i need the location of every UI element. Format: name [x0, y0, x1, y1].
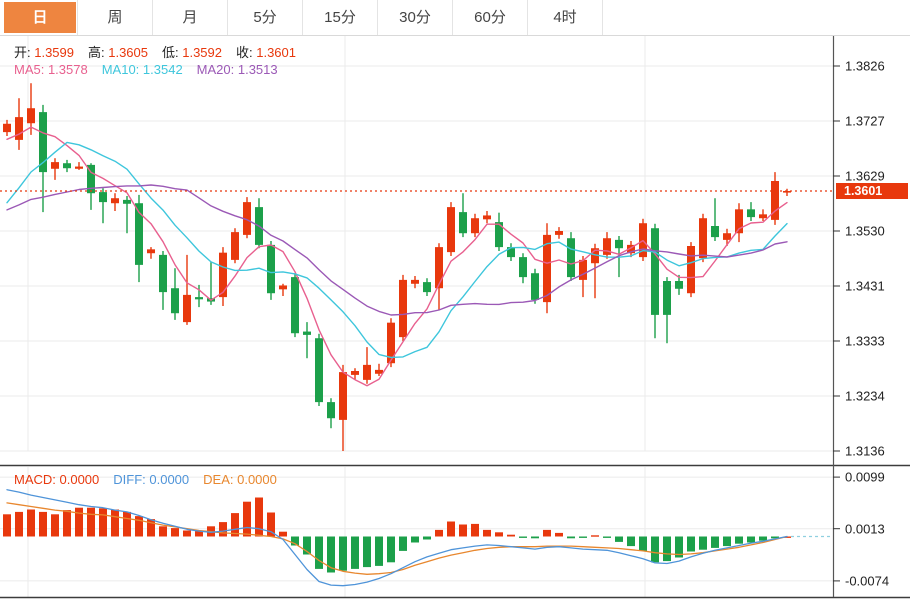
dea-value-legend: DEA: 0.0000	[203, 472, 277, 487]
price-axis-label: 1.3826	[845, 58, 885, 74]
macd-axis-label: 0.0013	[845, 521, 885, 537]
tab-4hour[interactable]: 4时	[528, 0, 603, 35]
tab-week[interactable]: 周	[78, 0, 153, 35]
ma5-legend: MA5: 1.3578	[14, 62, 88, 77]
tab-day[interactable]: 日	[3, 0, 78, 35]
macd-legend: MACD: 0.0000 DIFF: 0.0000 DEA: 0.0000	[14, 472, 291, 487]
tab-label: 4时	[553, 9, 577, 26]
tab-label: 5分	[253, 9, 277, 26]
macd-axis-label: -0.0074	[845, 573, 890, 589]
ohlc-close: 收: 1.3601	[236, 45, 296, 60]
price-axis-label: 1.3431	[845, 278, 885, 294]
ma10-legend: MA10: 1.3542	[101, 62, 183, 77]
tab-15min[interactable]: 15分	[303, 0, 378, 35]
ma-legend: MA5: 1.3578 MA10: 1.3542 MA20: 1.3513	[14, 62, 292, 77]
tab-label: 60分	[474, 9, 506, 26]
tab-label: 周	[107, 9, 123, 26]
price-axis-label: 1.3629	[845, 168, 885, 184]
current-price-value: 1.3601	[844, 184, 883, 198]
ohlc-open: 开: 1.3599	[14, 45, 74, 60]
price-axis-label: 1.3136	[845, 443, 885, 459]
diff-value-legend: DIFF: 0.0000	[113, 472, 190, 487]
tab-60min[interactable]: 60分	[453, 0, 528, 35]
current-price-tag: 1.3601	[836, 183, 908, 199]
ohlc-low: 低: 1.3592	[162, 45, 222, 60]
price-axis-label: 1.3530	[845, 223, 885, 239]
tab-30min[interactable]: 30分	[378, 0, 453, 35]
ohlc-legend: 开: 1.3599 高: 1.3605 低: 1.3592 收: 1.3601	[14, 42, 310, 61]
timeframe-toolbar: 日 周 月 5分 15分 30分 60分 4时	[0, 0, 910, 36]
candlestick-macd-canvas[interactable]	[0, 36, 910, 599]
tab-month[interactable]: 月	[153, 0, 228, 35]
tab-label: 月	[182, 9, 198, 26]
tab-label: 30分	[399, 9, 431, 26]
chart-region[interactable]: 开: 1.3599 高: 1.3605 低: 1.3592 收: 1.3601 MA5…	[0, 36, 910, 599]
tab-label: 日	[32, 9, 48, 26]
tab-label: 15分	[324, 9, 356, 26]
ma20-legend: MA20: 1.3513	[196, 62, 278, 77]
ohlc-high: 高: 1.3605	[88, 45, 148, 60]
price-axis-label: 1.3234	[845, 388, 885, 404]
price-axis-label: 1.3333	[845, 333, 885, 349]
tab-5min[interactable]: 5分	[228, 0, 303, 35]
macd-axis-label: 0.0099	[845, 469, 885, 485]
macd-value-legend: MACD: 0.0000	[14, 472, 100, 487]
price-axis-label: 1.3727	[845, 113, 885, 129]
